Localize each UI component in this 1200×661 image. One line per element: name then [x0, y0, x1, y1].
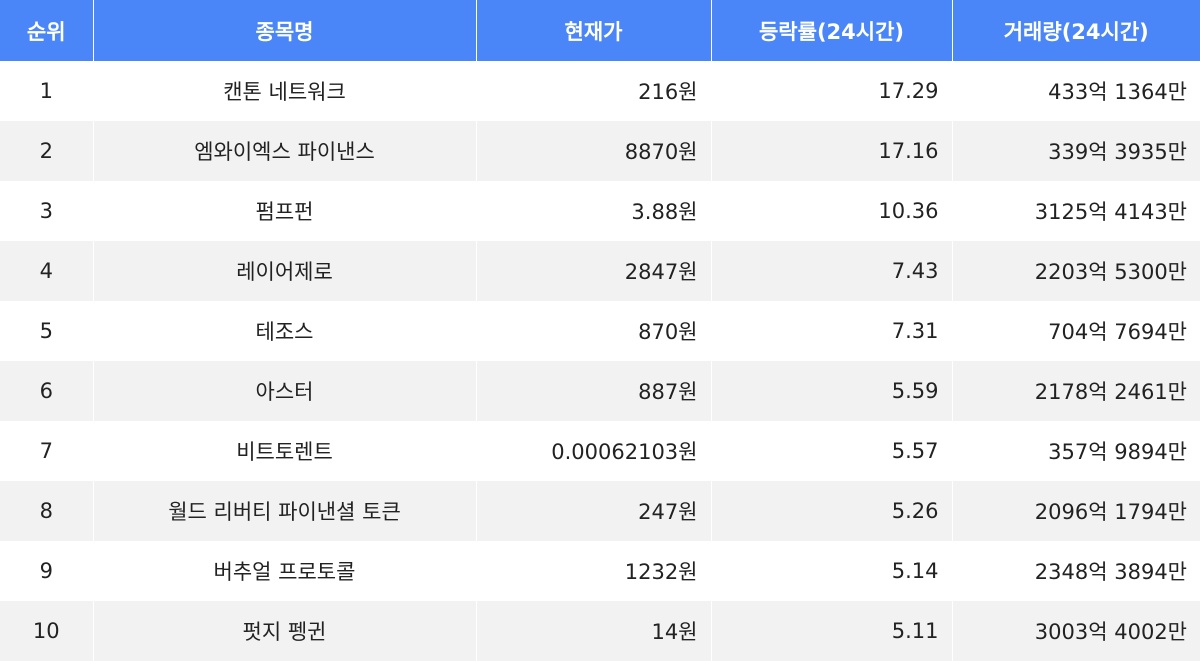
- table-row[interactable]: 5 테조스 870원 7.31 704억 7694만: [0, 301, 1200, 361]
- cell-volume: 357억 9894만: [952, 421, 1200, 481]
- cell-price: 1232원: [476, 541, 712, 601]
- table-row[interactable]: 3 펌프펀 3.88원 10.36 3125억 4143만: [0, 181, 1200, 241]
- cell-change: 5.59: [711, 361, 953, 421]
- cell-name: 아스터: [93, 361, 477, 421]
- cell-rank: 1: [0, 61, 94, 121]
- cell-volume: 704억 7694만: [952, 301, 1200, 361]
- cell-rank: 5: [0, 301, 94, 361]
- cell-rank: 9: [0, 541, 94, 601]
- cell-volume: 339억 3935만: [952, 121, 1200, 181]
- cell-volume: 2178억 2461만: [952, 361, 1200, 421]
- table-row[interactable]: 2 엠와이엑스 파이낸스 8870원 17.16 339억 3935만: [0, 121, 1200, 181]
- cell-name: 테조스: [93, 301, 477, 361]
- cell-name: 버추얼 프로토콜: [93, 541, 477, 601]
- cell-name: 펏지 펭귄: [93, 601, 477, 661]
- table-row[interactable]: 10 펏지 펭귄 14원 5.11 3003억 4002만: [0, 601, 1200, 661]
- cell-change: 7.43: [711, 241, 953, 301]
- cell-change: 5.11: [711, 601, 953, 661]
- table-row[interactable]: 6 아스터 887원 5.59 2178억 2461만: [0, 361, 1200, 421]
- cell-change: 17.16: [711, 121, 953, 181]
- cell-name: 레이어제로: [93, 241, 477, 301]
- header-rank[interactable]: 순위: [0, 0, 94, 61]
- cell-price: 0.00062103원: [476, 421, 712, 481]
- cell-volume: 433억 1364만: [952, 61, 1200, 121]
- table-row[interactable]: 8 월드 리버티 파이낸셜 토큰 247원 5.26 2096억 1794만: [0, 481, 1200, 541]
- table-row[interactable]: 4 레이어제로 2847원 7.43 2203억 5300만: [0, 241, 1200, 301]
- cell-rank: 8: [0, 481, 94, 541]
- cell-price: 8870원: [476, 121, 712, 181]
- cell-price: 870원: [476, 301, 712, 361]
- cell-change: 10.36: [711, 181, 953, 241]
- cell-rank: 2: [0, 121, 94, 181]
- cell-change: 5.26: [711, 481, 953, 541]
- cell-rank: 7: [0, 421, 94, 481]
- cell-volume: 3125억 4143만: [952, 181, 1200, 241]
- cell-name: 캔톤 네트워크: [93, 61, 477, 121]
- cell-name: 펌프펀: [93, 181, 477, 241]
- cell-rank: 3: [0, 181, 94, 241]
- cell-rank: 6: [0, 361, 94, 421]
- header-change[interactable]: 등락률(24시간): [711, 0, 953, 61]
- cell-rank: 4: [0, 241, 94, 301]
- cell-change: 17.29: [711, 61, 953, 121]
- cell-name: 엠와이엑스 파이낸스: [93, 121, 477, 181]
- table-row[interactable]: 1 캔톤 네트워크 216원 17.29 433억 1364만: [0, 61, 1200, 121]
- cell-price: 247원: [476, 481, 712, 541]
- cell-name: 비트토렌트: [93, 421, 477, 481]
- cell-price: 216원: [476, 61, 712, 121]
- cell-price: 14원: [476, 601, 712, 661]
- header-volume[interactable]: 거래량(24시간): [952, 0, 1200, 61]
- cell-volume: 2203억 5300만: [952, 241, 1200, 301]
- cell-name: 월드 리버티 파이낸셜 토큰: [93, 481, 477, 541]
- cell-rank: 10: [0, 601, 94, 661]
- table-header-row: 순위 종목명 현재가 등락률(24시간) 거래량(24시간): [0, 0, 1200, 61]
- cell-price: 3.88원: [476, 181, 712, 241]
- header-name[interactable]: 종목명: [93, 0, 477, 61]
- cell-price: 2847원: [476, 241, 712, 301]
- cell-price: 887원: [476, 361, 712, 421]
- table-row[interactable]: 9 버추얼 프로토콜 1232원 5.14 2348억 3894만: [0, 541, 1200, 601]
- cell-volume: 2096억 1794만: [952, 481, 1200, 541]
- header-price[interactable]: 현재가: [476, 0, 712, 61]
- cell-change: 7.31: [711, 301, 953, 361]
- cell-change: 5.14: [711, 541, 953, 601]
- cell-change: 5.57: [711, 421, 953, 481]
- cell-volume: 3003억 4002만: [952, 601, 1200, 661]
- cell-volume: 2348억 3894만: [952, 541, 1200, 601]
- table-row[interactable]: 7 비트토렌트 0.00062103원 5.57 357억 9894만: [0, 421, 1200, 481]
